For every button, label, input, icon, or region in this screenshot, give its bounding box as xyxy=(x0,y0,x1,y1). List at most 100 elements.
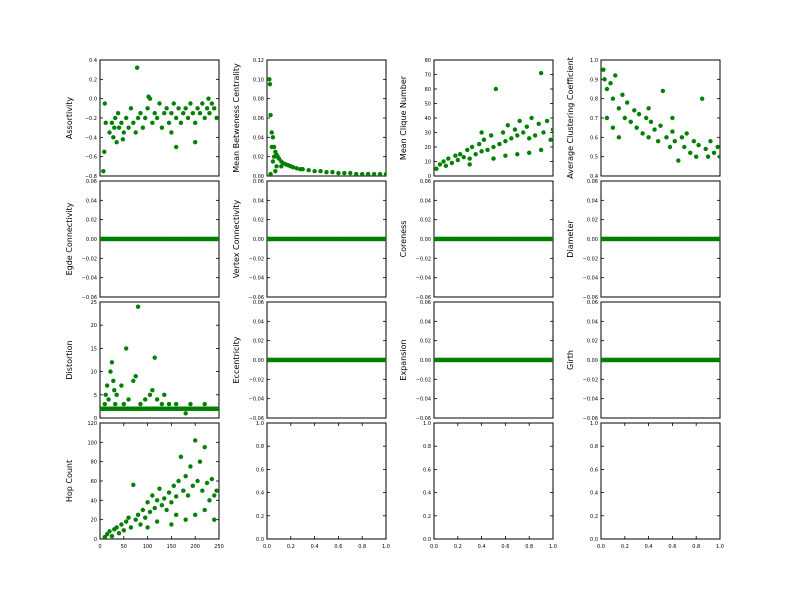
data-point xyxy=(503,153,508,158)
y-axis-label: Egde Connectivity xyxy=(65,202,74,275)
data-point xyxy=(169,500,174,505)
data-point xyxy=(159,502,165,508)
data-point xyxy=(173,401,179,407)
data-point xyxy=(684,131,689,136)
data-point xyxy=(183,473,188,479)
data-point xyxy=(209,101,215,106)
y-tick-label: 0.9 xyxy=(590,77,598,83)
data-point xyxy=(602,77,607,82)
series-points xyxy=(267,77,386,176)
data-point xyxy=(104,531,110,537)
x-tick-label: 100 xyxy=(143,544,153,550)
y-tick-label: 0.2 xyxy=(423,514,431,520)
data-point xyxy=(200,101,205,106)
data-point xyxy=(197,110,203,116)
data-point xyxy=(610,96,616,101)
x-tick-label: 0.6 xyxy=(668,544,676,550)
y-tick-label: 0.0 xyxy=(423,537,431,543)
data-point xyxy=(109,533,115,539)
y-tick-label: −0.04 xyxy=(416,276,431,282)
data-point xyxy=(434,166,439,171)
data-point xyxy=(270,159,276,164)
data-point xyxy=(138,522,143,527)
axes-frame xyxy=(266,422,387,540)
series-points xyxy=(102,438,219,539)
data-point xyxy=(100,406,105,411)
y-tick-label: 0.6 xyxy=(590,467,598,473)
data-point xyxy=(699,96,705,101)
data-point xyxy=(159,125,165,130)
y-tick-label: 0.2 xyxy=(590,514,598,520)
x-tick-label: 0.6 xyxy=(334,544,342,550)
y-tick-label: 0.4 xyxy=(590,174,598,180)
data-point xyxy=(524,124,530,129)
data-point xyxy=(181,110,186,116)
data-point xyxy=(294,166,299,171)
y-tick-label: 0.02 xyxy=(86,218,97,224)
y-tick-label: −0.02 xyxy=(249,256,264,262)
x-tick-label: 0.2 xyxy=(621,544,629,550)
data-point xyxy=(111,135,116,140)
data-point xyxy=(491,144,496,150)
data-point xyxy=(509,136,514,141)
data-point xyxy=(628,119,633,125)
y-tick-label: −0.4 xyxy=(85,135,97,141)
data-point xyxy=(134,65,140,70)
y-tick-label: 0.4 xyxy=(256,491,264,497)
y-tick-label: −0.06 xyxy=(583,416,598,422)
data-point xyxy=(176,106,181,111)
data-point xyxy=(138,110,143,116)
data-point xyxy=(477,141,482,147)
x-tick-label: 0.0 xyxy=(430,544,438,550)
data-point xyxy=(152,355,157,360)
data-point xyxy=(154,498,160,503)
data-point xyxy=(541,130,546,135)
y-tick-label: −0.04 xyxy=(583,397,598,403)
data-point xyxy=(348,170,353,176)
data-point xyxy=(107,529,112,534)
data-point xyxy=(604,86,610,92)
data-point xyxy=(276,156,282,161)
x-tick-label: 0.0 xyxy=(597,544,605,550)
y-tick-label: −0.02 xyxy=(82,256,97,262)
data-point xyxy=(267,81,273,87)
data-point xyxy=(176,478,181,484)
data-point xyxy=(532,133,538,138)
data-point xyxy=(102,401,107,407)
y-axis-label: Mean Betweness Centrality xyxy=(232,63,241,173)
data-point xyxy=(107,130,112,135)
data-point xyxy=(717,357,720,363)
data-point xyxy=(467,156,472,161)
data-point xyxy=(354,171,359,176)
x-tick-label: 250 xyxy=(214,544,224,550)
y-tick-label: 0.4 xyxy=(89,58,97,64)
y-tick-label: 1.0 xyxy=(590,58,598,64)
y-tick-label: 10 xyxy=(91,370,97,376)
data-point xyxy=(488,133,494,138)
data-point xyxy=(178,454,184,460)
data-point xyxy=(207,498,212,503)
data-point xyxy=(608,81,613,86)
data-point xyxy=(624,100,630,105)
subplot-9: 0.06 0.04 0.02 0.00 −0.02 −0.04 −0.06 Eccentric… xyxy=(232,300,387,422)
y-tick-label: 100 xyxy=(87,440,97,446)
y-tick-label: 70 xyxy=(425,73,431,79)
data-point xyxy=(107,406,112,411)
data-point xyxy=(140,507,146,513)
y-tick-label: 0.02 xyxy=(253,218,264,224)
data-point xyxy=(133,374,138,379)
data-point xyxy=(279,164,284,169)
data-point xyxy=(437,162,443,167)
y-tick-label: 0.0 xyxy=(89,97,97,103)
data-point xyxy=(164,106,169,111)
data-point xyxy=(342,170,347,176)
data-point xyxy=(202,444,207,450)
data-point xyxy=(632,108,637,113)
data-point xyxy=(128,525,134,530)
y-tick-label: 0.00 xyxy=(420,358,431,364)
data-point xyxy=(212,106,217,111)
y-tick-label: 0.7 xyxy=(590,116,598,122)
data-point xyxy=(503,139,508,144)
y-tick-label: 0.06 xyxy=(86,179,97,185)
y-axis-label: Mean Clique Number xyxy=(399,75,408,160)
